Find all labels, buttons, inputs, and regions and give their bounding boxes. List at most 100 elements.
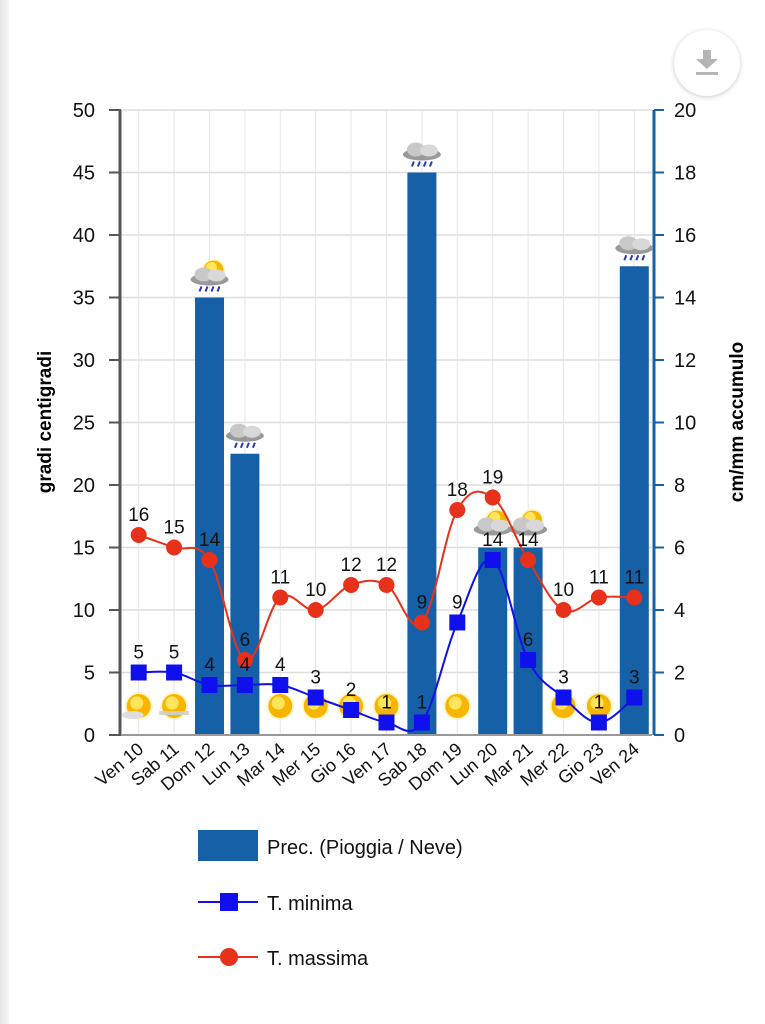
right-axis-tick-label: 14 (674, 288, 696, 310)
cloud-puff-icon (513, 517, 532, 532)
left-axis-tick-label: 5 (84, 663, 95, 685)
haze-icon (159, 711, 190, 715)
cloud-puff-icon (490, 519, 509, 532)
cloud-icon (121, 711, 144, 719)
min-temp-label: 9 (452, 593, 463, 614)
min-temp-marker (201, 677, 218, 693)
sun-highlight-icon (590, 696, 604, 710)
rain-drop-icon (416, 161, 421, 167)
max-temp-label: 10 (305, 580, 326, 601)
max-temp-marker (590, 589, 607, 606)
weather-icon-sun-haze (159, 692, 190, 720)
right-axis-tick-label: 8 (674, 475, 685, 497)
min-temp-label: 6 (523, 630, 534, 651)
left-axis-tick-label: 20 (73, 475, 95, 497)
max-temp-marker (307, 602, 324, 618)
min-temp-label: 3 (558, 668, 569, 689)
weather-icon-cloud-rain (402, 142, 441, 167)
weather-icon-cloud-rain (225, 423, 264, 449)
sun-highlight-icon (130, 696, 144, 710)
left-axis-title: gradi centigradi (35, 351, 56, 494)
sun-highlight-icon (448, 696, 462, 710)
min-temp-marker (307, 689, 324, 706)
legend-label-min: T. minima (267, 893, 353, 915)
min-temp-label: 4 (240, 655, 251, 676)
precipitation-bar (513, 547, 543, 735)
download-button[interactable] (674, 30, 740, 96)
rain-drop-icon (216, 286, 221, 292)
rain-drop-icon (245, 442, 250, 449)
weather-icon-sun (372, 692, 401, 720)
precipitation-bar (407, 172, 437, 735)
max-temp-marker (130, 527, 147, 543)
left-axis-tick-label: 0 (84, 725, 95, 747)
rain-drop-icon (204, 286, 209, 292)
left-axis-tick-label: 25 (73, 413, 95, 435)
right-axis-tick-label: 2 (674, 663, 685, 685)
precipitation-bars (195, 172, 649, 735)
max-temp-marker (413, 614, 430, 631)
min-temp-marker (555, 689, 572, 706)
precipitation-bar (195, 297, 224, 735)
weather-icon-sun-cloud (473, 508, 512, 536)
min-temp-marker (378, 714, 395, 731)
rain-drop-icon (198, 286, 203, 292)
max-temp-label: 6 (240, 630, 251, 651)
weather-icon-cloud-rain (615, 236, 654, 261)
sun-highlight-icon (271, 696, 285, 710)
max-temp-label: 14 (199, 530, 221, 551)
min-temp-label: 5 (133, 643, 144, 664)
precipitation-bar (619, 266, 649, 735)
cloud-puff-icon (194, 267, 213, 282)
rain-drop-icon (233, 442, 238, 449)
max-temp-label: 12 (341, 555, 362, 576)
legend-marker-max (220, 948, 238, 966)
min-temp-label: 14 (482, 530, 504, 551)
min-temp-marker (484, 552, 501, 568)
download-icon (696, 50, 718, 75)
sun-highlight-icon (377, 696, 392, 710)
min-temp-label: 1 (594, 693, 605, 714)
legend: Prec. (Pioggia / Neve) T. minima T. mass… (198, 830, 463, 970)
cloud-puff-icon (477, 517, 496, 532)
min-temp-marker (343, 702, 360, 718)
min-temp-marker (236, 677, 253, 693)
right-axis-tick-label: 10 (674, 413, 696, 435)
min-temp-marker (166, 664, 183, 681)
left-axis-tick-label: 45 (73, 163, 95, 185)
rain-drop-icon (239, 442, 244, 449)
legend-swatch-precipitation (198, 830, 258, 861)
max-temp-label: 11 (624, 568, 644, 589)
right-axis-tick-label: 16 (674, 225, 696, 247)
min-temp-label: 3 (310, 668, 321, 689)
right-axis-tick-label: 12 (674, 350, 696, 372)
weather-icon-sun-cloud (121, 692, 153, 720)
max-temp-label: 10 (553, 580, 574, 601)
max-temp-label: 14 (518, 530, 540, 551)
axes: 0510152025303540455002468101214161820Ven… (73, 100, 697, 795)
max-temp-marker (484, 489, 501, 506)
rain-drop-icon (641, 254, 646, 261)
min-temp-label: 2 (346, 680, 357, 701)
weather-icon-sun (584, 692, 613, 720)
legend-marker-min (220, 893, 238, 911)
min-temp-line (138, 558, 635, 732)
right-axis-tick-label: 6 (674, 538, 685, 560)
cloud-puff-icon (619, 236, 638, 251)
rain-drop-icon (251, 442, 256, 449)
max-temp-marker (378, 577, 395, 593)
cloud-puff-icon (207, 269, 226, 282)
min-temp-label: 3 (629, 668, 640, 689)
legend-label-precipitation: Prec. (Pioggia / Neve) (267, 837, 463, 859)
left-axis-tick-label: 30 (73, 350, 95, 372)
max-temp-marker (201, 552, 218, 568)
max-temp-label: 15 (164, 518, 185, 539)
right-axis-tick-label: 20 (674, 100, 696, 122)
right-axis-tick-label: 18 (674, 163, 696, 185)
max-temp-label: 18 (447, 480, 468, 501)
cloud-puff-icon (526, 519, 545, 532)
max-temp-marker (343, 577, 360, 593)
min-temp-marker (272, 677, 289, 693)
